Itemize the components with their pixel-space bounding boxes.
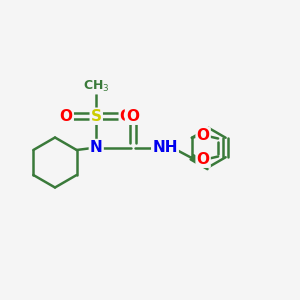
Text: O: O: [60, 109, 73, 124]
Text: O: O: [126, 109, 139, 124]
Text: CH$_3$: CH$_3$: [83, 79, 110, 94]
Text: NH: NH: [152, 140, 178, 155]
Text: S: S: [91, 109, 102, 124]
Text: O: O: [120, 109, 133, 124]
Text: O: O: [196, 128, 210, 143]
Text: O: O: [196, 152, 210, 167]
Text: N: N: [90, 140, 103, 155]
